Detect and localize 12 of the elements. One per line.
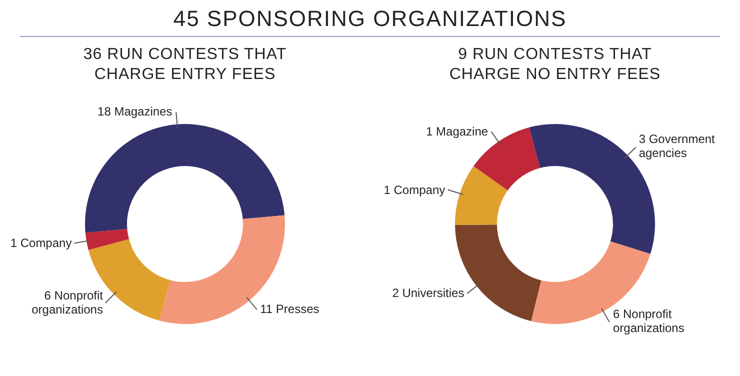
slice-label: 6 Nonprofit organizations xyxy=(32,288,104,317)
slice-label: 1 Magazine xyxy=(426,124,488,138)
chart-title: 9 RUN CONTESTS THAT CHARGE NO ENTRY FEES xyxy=(448,45,662,85)
slice-label: 6 Nonprofit organizations xyxy=(612,306,684,335)
slice-label: 11 Presses xyxy=(260,302,320,316)
slice-label: 2 Universities xyxy=(392,286,464,300)
text: 45 SPONSORING ORGANIZATIONS xyxy=(173,6,567,31)
slice-label: 1 Company xyxy=(10,236,72,250)
chart-title: 36 RUN CONTESTS THAT CHARGE ENTRY FEES xyxy=(82,45,288,85)
slice-label: 18 Magazines xyxy=(98,104,172,119)
slice-label: 3 Government agencies xyxy=(638,132,716,160)
slice-label: 1 Company xyxy=(384,182,446,197)
